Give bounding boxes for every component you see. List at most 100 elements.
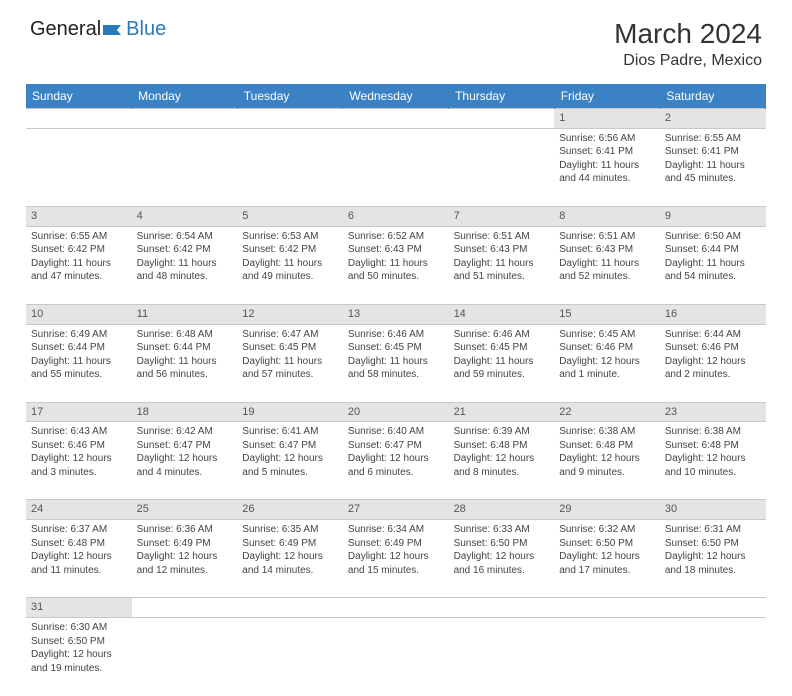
day-number: 11	[132, 304, 238, 324]
sunset-text: Sunset: 6:44 PM	[31, 341, 127, 355]
day-cell: Sunrise: 6:46 AMSunset: 6:45 PMDaylight:…	[343, 324, 449, 402]
day-cell	[554, 618, 660, 696]
day2-text: and 5 minutes.	[242, 466, 338, 480]
week-row: Sunrise: 6:56 AMSunset: 6:41 PMDaylight:…	[26, 128, 766, 206]
day-number: 29	[554, 500, 660, 520]
day-number	[26, 109, 132, 129]
sunset-text: Sunset: 6:49 PM	[348, 537, 444, 551]
day-number	[237, 109, 343, 129]
day1-text: Daylight: 12 hours	[348, 550, 444, 564]
sunrise-text: Sunrise: 6:50 AM	[665, 230, 761, 244]
weekday-header: Thursday	[449, 84, 555, 109]
daynum-row: 3456789	[26, 206, 766, 226]
day2-text: and 10 minutes.	[665, 466, 761, 480]
sunrise-text: Sunrise: 6:44 AM	[665, 328, 761, 342]
sunrise-text: Sunrise: 6:42 AM	[137, 425, 233, 439]
sunrise-text: Sunrise: 6:35 AM	[242, 523, 338, 537]
day1-text: Daylight: 11 hours	[559, 257, 655, 271]
location: Dios Padre, Mexico	[614, 52, 762, 70]
logo: General Blue	[30, 18, 166, 41]
day1-text: Daylight: 12 hours	[31, 648, 127, 662]
day2-text: and 49 minutes.	[242, 270, 338, 284]
day-number	[132, 598, 238, 618]
sunrise-text: Sunrise: 6:39 AM	[454, 425, 550, 439]
logo-text-2: Blue	[126, 18, 166, 41]
day-number: 25	[132, 500, 238, 520]
sunset-text: Sunset: 6:44 PM	[137, 341, 233, 355]
day1-text: Daylight: 11 hours	[348, 257, 444, 271]
sunrise-text: Sunrise: 6:54 AM	[137, 230, 233, 244]
day-number: 19	[237, 402, 343, 422]
day-cell: Sunrise: 6:33 AMSunset: 6:50 PMDaylight:…	[449, 520, 555, 598]
day2-text: and 6 minutes.	[348, 466, 444, 480]
day-cell: Sunrise: 6:30 AMSunset: 6:50 PMDaylight:…	[26, 618, 132, 696]
day-cell: Sunrise: 6:45 AMSunset: 6:46 PMDaylight:…	[554, 324, 660, 402]
day-cell: Sunrise: 6:41 AMSunset: 6:47 PMDaylight:…	[237, 422, 343, 500]
day-cell: Sunrise: 6:51 AMSunset: 6:43 PMDaylight:…	[554, 226, 660, 304]
day-cell: Sunrise: 6:55 AMSunset: 6:42 PMDaylight:…	[26, 226, 132, 304]
day-number: 30	[660, 500, 766, 520]
sunrise-text: Sunrise: 6:56 AM	[559, 132, 655, 146]
day-number: 22	[554, 402, 660, 422]
sunrise-text: Sunrise: 6:46 AM	[454, 328, 550, 342]
day-number	[449, 598, 555, 618]
day-cell	[449, 128, 555, 206]
day2-text: and 3 minutes.	[31, 466, 127, 480]
day-cell: Sunrise: 6:40 AMSunset: 6:47 PMDaylight:…	[343, 422, 449, 500]
day-number: 23	[660, 402, 766, 422]
day-number: 4	[132, 206, 238, 226]
day-number: 31	[26, 598, 132, 618]
day-number: 24	[26, 500, 132, 520]
day2-text: and 47 minutes.	[31, 270, 127, 284]
sunrise-text: Sunrise: 6:38 AM	[559, 425, 655, 439]
day2-text: and 52 minutes.	[559, 270, 655, 284]
day-cell: Sunrise: 6:34 AMSunset: 6:49 PMDaylight:…	[343, 520, 449, 598]
day-cell: Sunrise: 6:39 AMSunset: 6:48 PMDaylight:…	[449, 422, 555, 500]
sunset-text: Sunset: 6:41 PM	[665, 145, 761, 159]
sunrise-text: Sunrise: 6:51 AM	[559, 230, 655, 244]
day-number: 28	[449, 500, 555, 520]
day-cell: Sunrise: 6:55 AMSunset: 6:41 PMDaylight:…	[660, 128, 766, 206]
day2-text: and 9 minutes.	[559, 466, 655, 480]
sunset-text: Sunset: 6:46 PM	[31, 439, 127, 453]
day-number	[132, 109, 238, 129]
week-row: Sunrise: 6:43 AMSunset: 6:46 PMDaylight:…	[26, 422, 766, 500]
day-number: 10	[26, 304, 132, 324]
sunset-text: Sunset: 6:50 PM	[665, 537, 761, 551]
day1-text: Daylight: 12 hours	[242, 550, 338, 564]
day-cell: Sunrise: 6:31 AMSunset: 6:50 PMDaylight:…	[660, 520, 766, 598]
day-cell	[26, 128, 132, 206]
day-number: 13	[343, 304, 449, 324]
sunrise-text: Sunrise: 6:51 AM	[454, 230, 550, 244]
sunrise-text: Sunrise: 6:30 AM	[31, 621, 127, 635]
sunrise-text: Sunrise: 6:52 AM	[348, 230, 444, 244]
weekday-header: Tuesday	[237, 84, 343, 109]
day-cell: Sunrise: 6:46 AMSunset: 6:45 PMDaylight:…	[449, 324, 555, 402]
day-cell: Sunrise: 6:52 AMSunset: 6:43 PMDaylight:…	[343, 226, 449, 304]
sunset-text: Sunset: 6:45 PM	[242, 341, 338, 355]
day1-text: Daylight: 12 hours	[559, 452, 655, 466]
week-row: Sunrise: 6:55 AMSunset: 6:42 PMDaylight:…	[26, 226, 766, 304]
day2-text: and 54 minutes.	[665, 270, 761, 284]
day-number: 16	[660, 304, 766, 324]
week-row: Sunrise: 6:49 AMSunset: 6:44 PMDaylight:…	[26, 324, 766, 402]
sunset-text: Sunset: 6:42 PM	[31, 243, 127, 257]
day2-text: and 15 minutes.	[348, 564, 444, 578]
sunset-text: Sunset: 6:46 PM	[665, 341, 761, 355]
day1-text: Daylight: 11 hours	[242, 355, 338, 369]
day-cell	[237, 618, 343, 696]
day-cell: Sunrise: 6:36 AMSunset: 6:49 PMDaylight:…	[132, 520, 238, 598]
day1-text: Daylight: 12 hours	[31, 550, 127, 564]
day-number: 20	[343, 402, 449, 422]
day-number: 6	[343, 206, 449, 226]
sunset-text: Sunset: 6:48 PM	[665, 439, 761, 453]
sunset-text: Sunset: 6:48 PM	[559, 439, 655, 453]
day-cell	[343, 618, 449, 696]
day2-text: and 58 minutes.	[348, 368, 444, 382]
day1-text: Daylight: 12 hours	[559, 355, 655, 369]
day-number	[554, 598, 660, 618]
day-cell: Sunrise: 6:47 AMSunset: 6:45 PMDaylight:…	[237, 324, 343, 402]
day-number: 17	[26, 402, 132, 422]
day-number	[449, 109, 555, 129]
weekday-header: Saturday	[660, 84, 766, 109]
